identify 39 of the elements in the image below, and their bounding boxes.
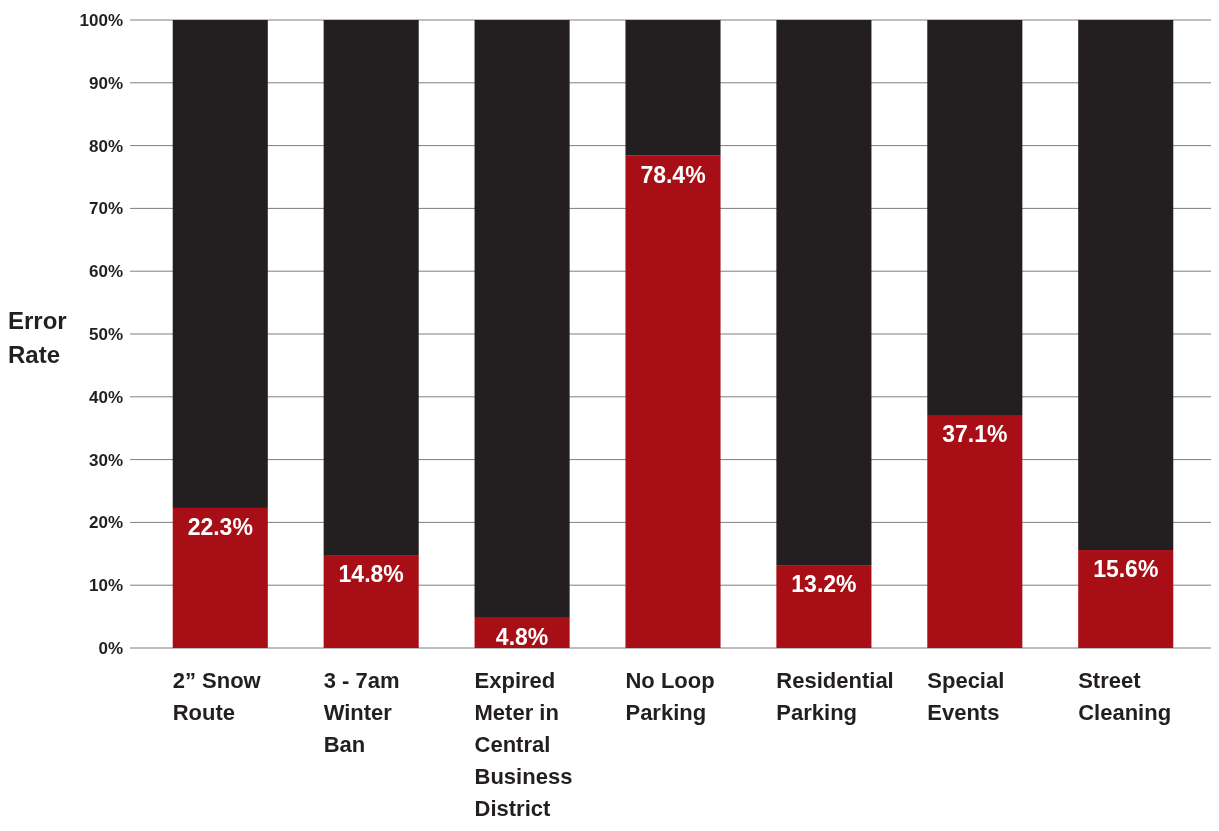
data-label: 78.4% bbox=[640, 161, 706, 188]
bar bbox=[474, 20, 570, 618]
data-label: 14.8% bbox=[338, 561, 404, 588]
x-tick-label: Street Cleaning bbox=[1078, 668, 1172, 725]
y-tick-label: 30% bbox=[88, 450, 123, 470]
bar bbox=[776, 20, 872, 566]
x-tick-label: Expired Meter in Central Business District bbox=[474, 668, 573, 821]
y-tick-label: 100% bbox=[79, 10, 123, 30]
bar bbox=[776, 565, 872, 648]
data-label: 13.2% bbox=[791, 571, 857, 598]
bar bbox=[625, 20, 721, 156]
x-tick-label: No Loop Parking bbox=[625, 668, 715, 725]
x-tick-label: Residential Parking bbox=[776, 668, 894, 725]
bar bbox=[323, 555, 419, 648]
y-tick-label: 40% bbox=[88, 387, 123, 407]
y-tick-label: 10% bbox=[88, 576, 123, 596]
y-tick-label: 90% bbox=[88, 73, 123, 93]
data-label: 37.1% bbox=[942, 421, 1008, 448]
bar bbox=[172, 507, 268, 648]
bar bbox=[927, 20, 1023, 416]
y-tick-label: 20% bbox=[88, 513, 123, 533]
bar bbox=[172, 20, 268, 508]
data-label: 4.8% bbox=[495, 623, 549, 650]
y-tick-label: 0% bbox=[98, 638, 123, 658]
y-tick-label: 60% bbox=[88, 262, 123, 282]
bar bbox=[1078, 20, 1174, 551]
bar bbox=[927, 415, 1023, 648]
y-tick-label: 80% bbox=[88, 136, 123, 156]
bar bbox=[625, 155, 721, 648]
y-axis-title: Error Rate bbox=[8, 307, 67, 368]
data-label: 22.3% bbox=[187, 513, 253, 540]
bar bbox=[1078, 550, 1174, 648]
y-tick-label: 70% bbox=[88, 199, 123, 219]
bar bbox=[323, 20, 419, 556]
x-tick-label: Special Events bbox=[927, 668, 1005, 725]
data-label: 15.6% bbox=[1093, 556, 1159, 583]
x-tick-label: 2” Snow Route bbox=[172, 668, 262, 725]
x-tick-label: 3 - 7am Winter Ban bbox=[323, 668, 400, 757]
y-tick-label: 50% bbox=[88, 324, 123, 344]
